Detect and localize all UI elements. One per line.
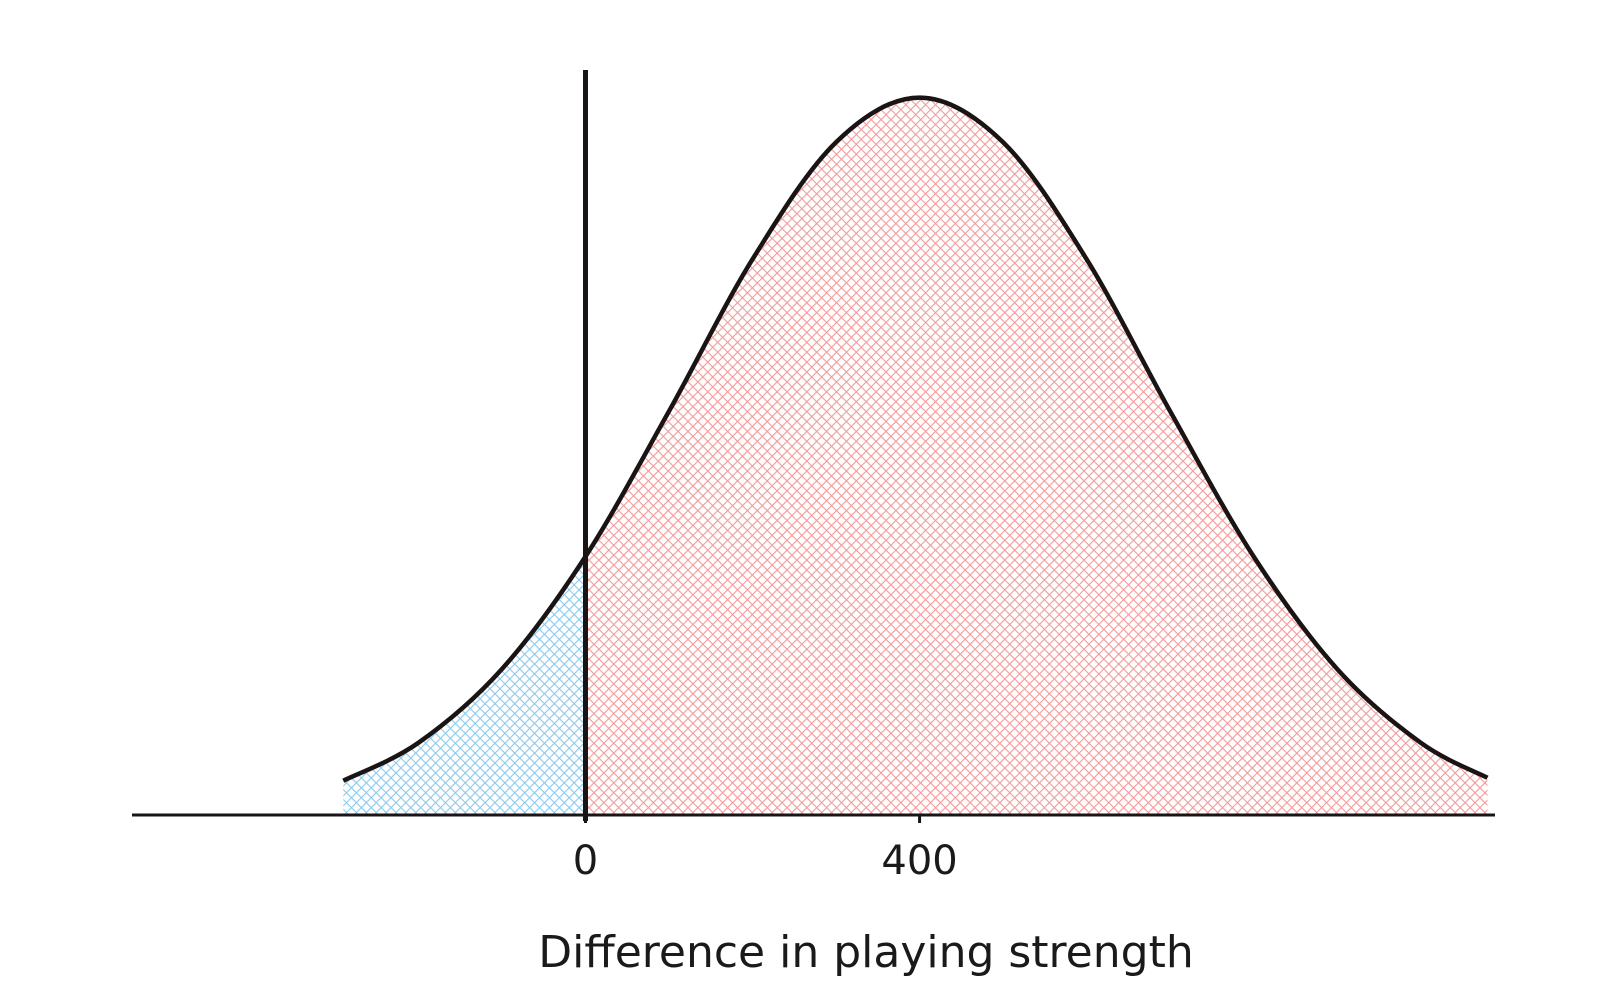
x-axis-title: Difference in playing strength [538, 927, 1193, 978]
area-fill [585, 97, 1488, 815]
density-curve [342, 95, 1489, 783]
area-fill [343, 556, 586, 815]
x-tick-label: 400 [881, 838, 957, 884]
x-tick-label: 0 [573, 838, 598, 884]
